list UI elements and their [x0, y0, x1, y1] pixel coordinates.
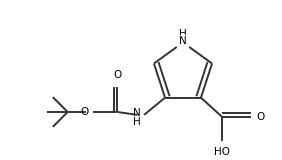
Text: HO: HO	[214, 147, 230, 157]
Text: H: H	[179, 29, 187, 39]
Text: N: N	[133, 108, 141, 118]
Text: O: O	[80, 107, 89, 117]
Text: O: O	[256, 112, 265, 122]
Text: N: N	[179, 36, 187, 46]
Text: H: H	[133, 117, 141, 128]
Text: O: O	[113, 71, 122, 80]
